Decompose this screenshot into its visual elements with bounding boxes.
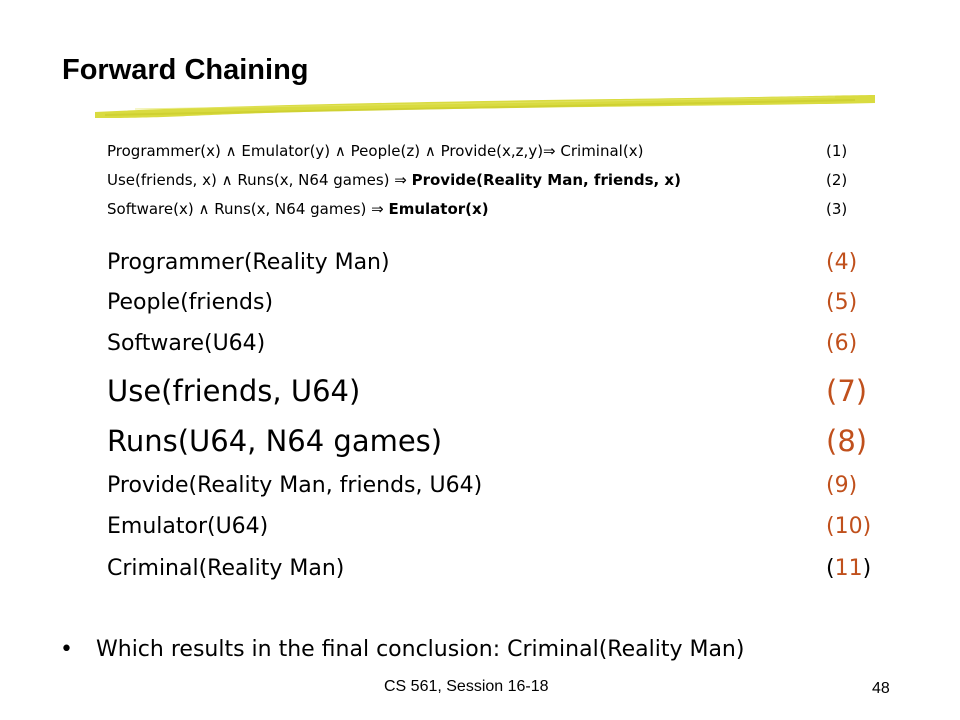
fact-11-number-close: ): [862, 556, 872, 581]
fact-5-number: (5): [826, 290, 858, 315]
title-underline-bar: [95, 95, 875, 118]
fact-9-text: Provide(Reality Man, friends, U64): [107, 473, 483, 498]
rule-2-conclusion: Provide(Reality Man, friends, x): [411, 171, 681, 189]
fact-7-number: (7): [826, 374, 868, 408]
fact-9-number: (9): [826, 473, 858, 498]
fact-10-number: (10): [826, 514, 872, 539]
fact-6-number: (6): [826, 331, 858, 356]
rule-2-number: (2): [826, 171, 848, 189]
fact-11-number-open: (: [826, 556, 835, 581]
rule-3-number: (3): [826, 200, 848, 218]
slide-title: Forward Chaining: [62, 54, 309, 86]
rule-3-conclusion: Emulator(x): [388, 200, 489, 218]
fact-11-text: Criminal(Reality Man): [107, 556, 345, 581]
fact-8-number: (8): [826, 424, 868, 458]
fact-11-number: (11): [826, 556, 871, 581]
rule-3-premise: Software(x) ∧ Runs(x, N64 games) ⇒: [107, 200, 389, 218]
fact-11-number-value: 11: [834, 556, 863, 581]
fact-5-text: People(friends): [107, 290, 274, 315]
rule-3-text: Software(x) ∧ Runs(x, N64 games) ⇒ Emula…: [107, 200, 489, 218]
rule-2-premise: Use(friends, x) ∧ Runs(x, N64 games) ⇒: [107, 171, 412, 189]
rule-2-text: Use(friends, x) ∧ Runs(x, N64 games) ⇒ P…: [107, 171, 681, 189]
conclusion-text: Which results in the final conclusion: C…: [96, 637, 745, 662]
fact-10-text: Emulator(U64): [107, 514, 269, 539]
fact-6-text: Software(U64): [107, 331, 266, 356]
footer-course: CS 561, Session 16-18: [384, 678, 549, 695]
page-number: 48: [872, 680, 890, 697]
rule-1-number: (1): [826, 142, 848, 160]
fact-7-text: Use(friends, U64): [107, 374, 361, 408]
fact-4-number: (4): [826, 250, 858, 275]
bullet-dot-icon: •: [60, 637, 73, 662]
fact-4-text: Programmer(Reality Man): [107, 250, 390, 275]
fact-8-text: Runs(U64, N64 games): [107, 424, 443, 458]
rule-1-text: Programmer(x) ∧ Emulator(y) ∧ People(z) …: [107, 142, 644, 160]
